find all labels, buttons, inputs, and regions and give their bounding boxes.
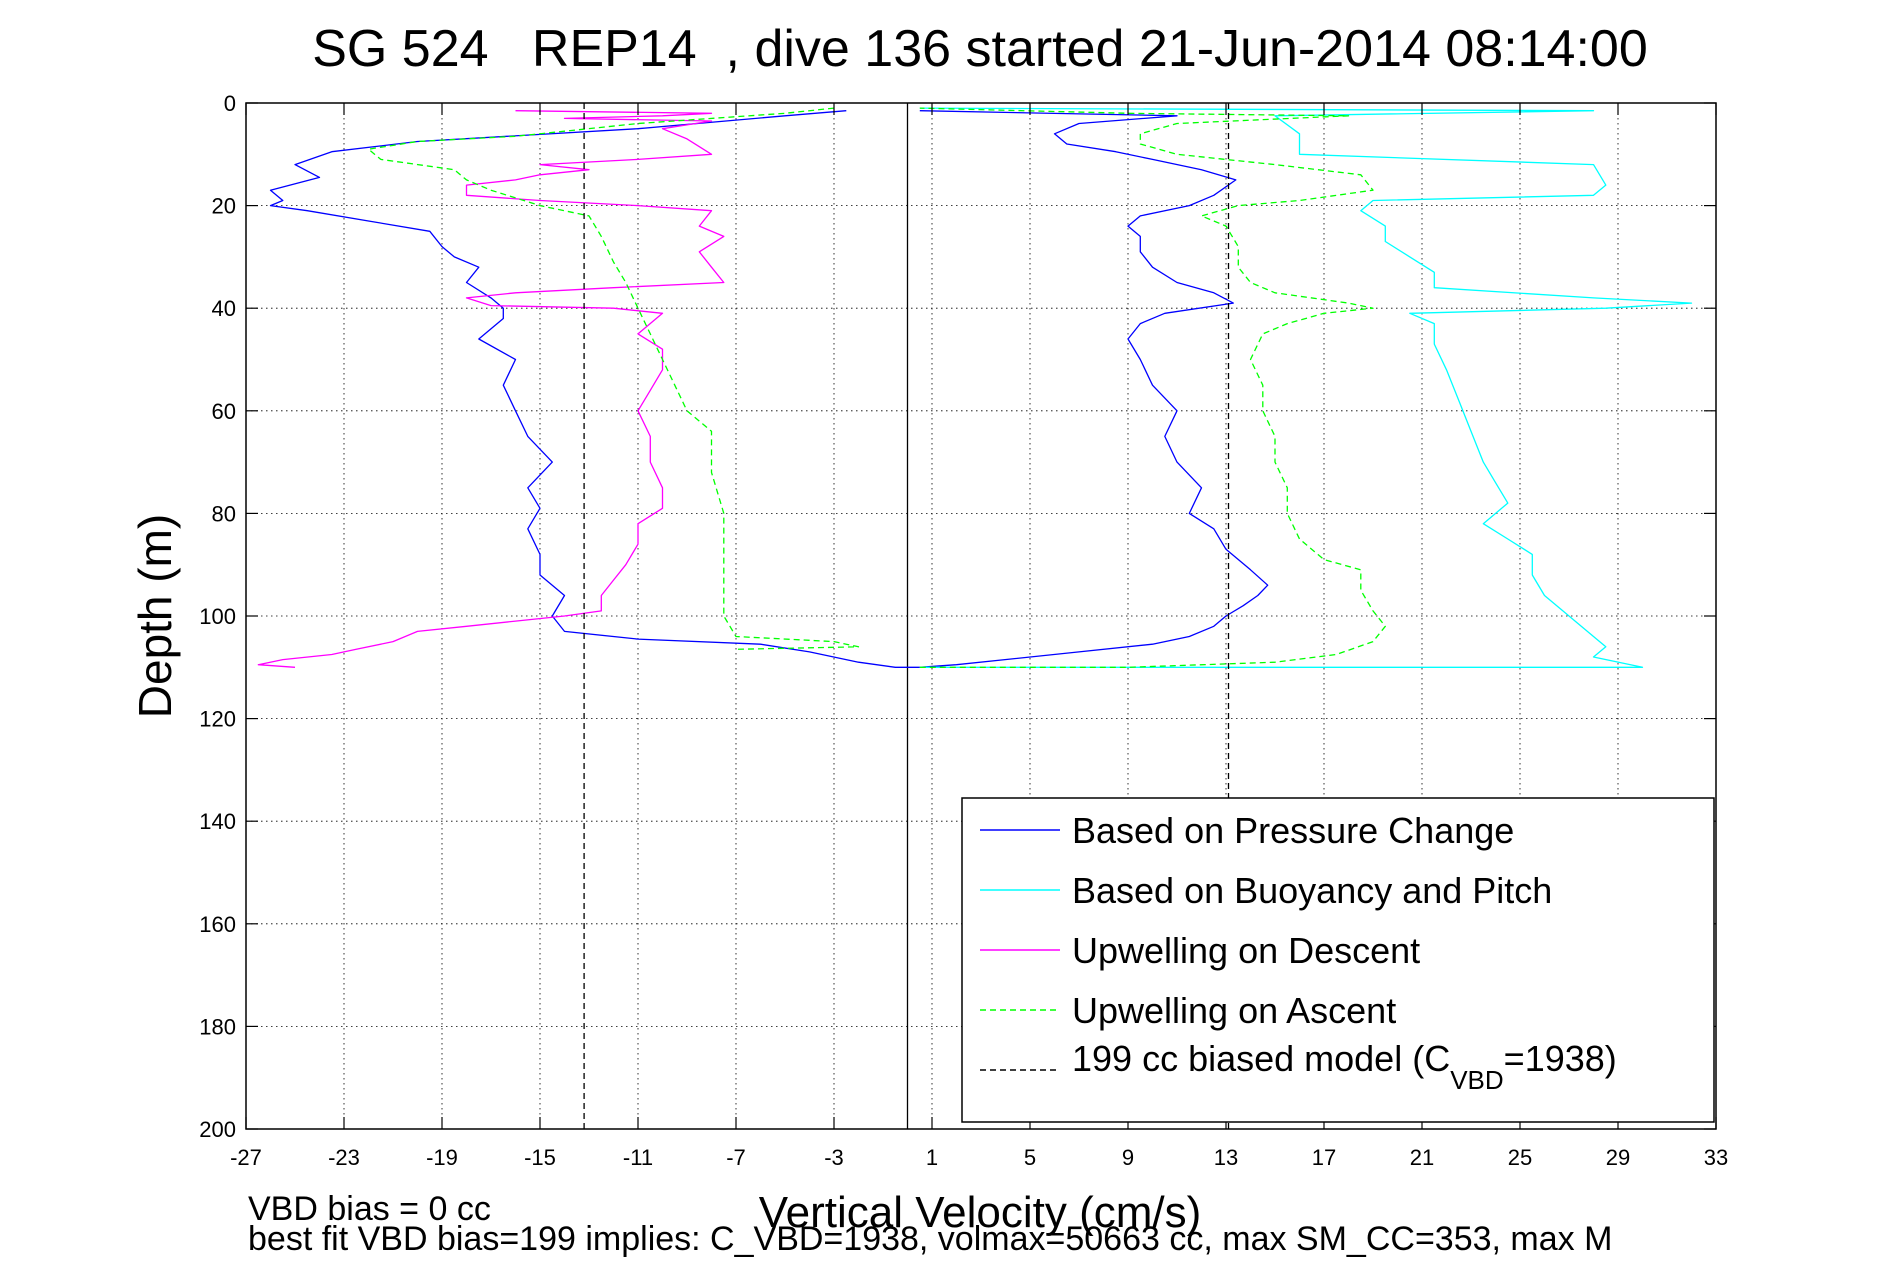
vbd-bias-note: VBD bias = 0 cc — [248, 1190, 491, 1228]
y-tick-label: 120 — [199, 707, 236, 732]
x-tick-label: -23 — [328, 1145, 360, 1170]
y-tick-label: 80 — [212, 501, 236, 526]
legend-label-model: 199 cc biased model (CVBD=1938) — [1072, 1038, 1617, 1095]
chart-title: SG 524 REP14 , dive 136 started 21-Jun-2… — [312, 20, 1648, 78]
series-based-on-pressure-change-line — [919, 110, 1269, 668]
x-tick-label: 17 — [1312, 1145, 1336, 1170]
x-tick-label: -11 — [623, 1145, 653, 1170]
x-tick-label: -15 — [524, 1145, 556, 1170]
y-tick-label: 180 — [199, 1014, 236, 1039]
y-tick-label: 140 — [199, 809, 236, 834]
series-based-on-buoyancy-and-pitch-line — [919, 107, 1693, 668]
legend-label-pressure: Based on Pressure Change — [1072, 810, 1514, 851]
y-tick-label: 200 — [199, 1117, 236, 1142]
x-tick-label: -27 — [230, 1145, 262, 1170]
x-axis-label: Vertical Velocity (cm/s) — [759, 1188, 1202, 1237]
series-based-on-pressure-change-line — [269, 110, 920, 668]
x-tick-label: 5 — [1024, 1145, 1036, 1170]
legend-label-ascent: Upwelling on Ascent — [1072, 990, 1396, 1031]
y-tick-label: 160 — [199, 912, 236, 937]
series-upwelling-on-ascent-line — [919, 107, 1386, 668]
legend-label-descent: Upwelling on Descent — [1072, 930, 1420, 971]
x-tick-label: 13 — [1214, 1145, 1238, 1170]
y-tick-label: 0 — [224, 91, 236, 116]
x-tick-label: 29 — [1606, 1145, 1630, 1170]
legend-label-model-subscript: VBD — [1450, 1065, 1503, 1095]
x-tick-label: 21 — [1410, 1145, 1434, 1170]
x-tick-label: 9 — [1122, 1145, 1134, 1170]
y-axis-label: Depth (m) — [129, 514, 181, 718]
x-tick-label: -3 — [824, 1145, 844, 1170]
legend: Based on Pressure Change Based on Buoyan… — [961, 797, 1715, 1123]
x-tick-label: -19 — [426, 1145, 458, 1170]
x-tick-label: -7 — [726, 1145, 746, 1170]
best-fit-note: best fit VBD bias=199 implies: C_VBD=193… — [248, 1220, 1612, 1258]
legend-box — [961, 797, 1715, 1123]
legend-label-model-tail: =1938) — [1504, 1038, 1617, 1079]
series-upwelling-on-descent-line — [257, 110, 725, 668]
axis-ticks: -27 -23 -19 -15 -11 -7 -3 1 5 9 13 17 21 25 29 33 0 20 40 6… — [199, 91, 1728, 1170]
y-tick-label: 20 — [212, 194, 236, 219]
y-tick-label: 40 — [212, 296, 236, 321]
x-tick-label: 25 — [1508, 1145, 1532, 1170]
y-tick-label: 60 — [212, 399, 236, 424]
y-tick-label: 100 — [199, 604, 236, 629]
series-upwelling-on-ascent-line — [367, 107, 860, 650]
legend-label-model-main: 199 cc biased model (C — [1072, 1038, 1450, 1079]
x-tick-label: 33 — [1704, 1145, 1728, 1170]
x-tick-label: 1 — [926, 1145, 938, 1170]
legend-label-buoyancy: Based on Buoyancy and Pitch — [1072, 870, 1552, 911]
